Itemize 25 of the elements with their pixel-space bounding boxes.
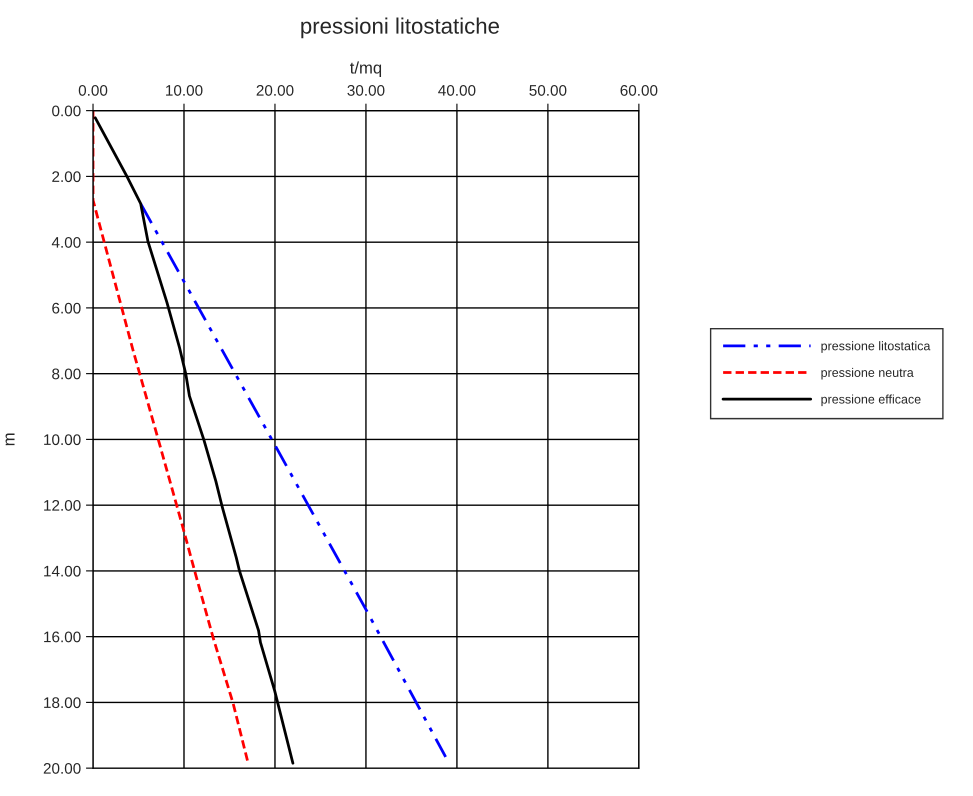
text: pressione neutra	[821, 368, 914, 380]
x-tick-label: 20.00	[256, 85, 294, 96]
y-tick-label: 20.00	[44, 763, 81, 774]
x-axis-title: t/mq	[350, 61, 382, 77]
y-tick-label: 6.00	[52, 302, 81, 314]
y-tick-label: 14.00	[44, 566, 81, 577]
y-tick-label: 16.00	[44, 632, 81, 642]
y-tick-label: 4.00	[52, 237, 81, 248]
x-tick-label: 50.00	[529, 85, 566, 96]
x-tick-label: 60.00	[620, 85, 658, 96]
chart-title: pressioni litostatiche	[301, 18, 499, 38]
y-tick-label: 0.00	[52, 106, 81, 116]
y-tick-label: 12.00	[44, 500, 81, 511]
text: pressione litostatica	[821, 341, 930, 353]
y-axis-title: m	[6, 434, 15, 446]
x-tick-label: 10.00	[166, 85, 203, 96]
x-tick-label: 0.00	[78, 85, 108, 96]
y-tick-label: 18.00	[44, 697, 81, 708]
text: pressione efficace	[821, 394, 921, 406]
x-tick-label: 40.00	[438, 85, 476, 96]
y-tick-label: 10.00	[44, 434, 81, 446]
x-tick-label: 30.00	[347, 85, 384, 96]
y-tick-label: 8.00	[52, 368, 81, 380]
line-series	[139, 202, 448, 758]
y-tick-label: 2.00	[52, 171, 81, 182]
